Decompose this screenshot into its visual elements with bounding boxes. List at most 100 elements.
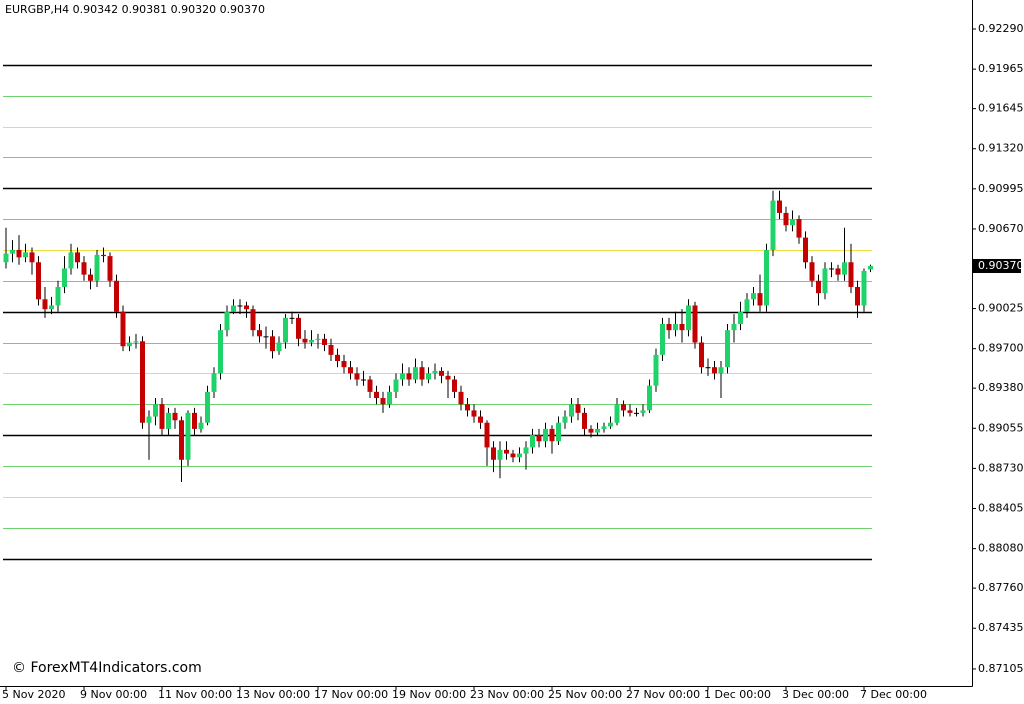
x-tick-label: 1 Dec 00:00 xyxy=(704,688,771,701)
candle-body xyxy=(673,323,678,331)
y-tick-label: 0.87435 xyxy=(978,621,1024,634)
current-price-label: 0.90370 xyxy=(978,259,1024,272)
current-price-box xyxy=(973,258,1021,273)
candle-body xyxy=(23,252,28,258)
candle-body xyxy=(614,404,620,423)
candle-body xyxy=(517,453,522,458)
candle-body xyxy=(634,412,639,414)
candle-body xyxy=(29,252,35,263)
candle-body xyxy=(341,361,347,368)
candle-body xyxy=(406,373,412,380)
candle-body xyxy=(608,422,613,427)
candle-body xyxy=(3,253,9,263)
candle-body xyxy=(543,428,548,442)
candle-body xyxy=(595,428,600,433)
candle-body xyxy=(276,342,282,352)
candle-body xyxy=(348,367,353,374)
x-tick-label: 25 Nov 00:00 xyxy=(548,688,622,701)
y-tick-label: 0.87105 xyxy=(978,662,1024,675)
x-tick-label: 5 Nov 2020 xyxy=(2,688,65,701)
candle-body xyxy=(861,270,867,306)
y-tick-label: 0.89055 xyxy=(978,421,1024,434)
candle-body xyxy=(653,354,659,386)
candle-body xyxy=(75,252,80,263)
x-tick-label: 13 Nov 00:00 xyxy=(236,688,310,701)
candle-body xyxy=(153,404,158,417)
candle-body xyxy=(400,373,405,380)
y-tick-label: 0.88080 xyxy=(978,542,1024,555)
candle-body xyxy=(107,256,113,281)
candle-body xyxy=(419,367,425,380)
y-tick-label: 0.89700 xyxy=(978,342,1024,355)
candle-body xyxy=(49,305,54,310)
candle-body xyxy=(790,219,795,226)
y-tick-label: 0.87760 xyxy=(978,581,1024,594)
y-tick-label: 0.91320 xyxy=(978,142,1024,155)
candle-body xyxy=(744,299,750,312)
candle-body xyxy=(809,262,815,281)
candle-body xyxy=(380,398,386,405)
candle-body xyxy=(783,212,789,226)
candle-body xyxy=(692,305,698,343)
candle-body xyxy=(133,341,139,343)
candle-body xyxy=(738,311,743,324)
candle-body xyxy=(426,373,431,380)
candle-body xyxy=(374,391,379,399)
candle-body xyxy=(569,404,574,417)
candle-body xyxy=(114,280,119,312)
candle-body xyxy=(829,268,834,270)
candle-body xyxy=(309,340,314,343)
candle-body xyxy=(764,249,769,306)
candle-body xyxy=(120,311,126,347)
candle-body xyxy=(471,410,477,417)
candle-body xyxy=(530,435,535,448)
candle-body xyxy=(146,416,152,423)
candle-body xyxy=(387,391,392,405)
candle-body xyxy=(68,252,74,269)
x-tick-label: 9 Nov 00:00 xyxy=(80,688,147,701)
candle-body xyxy=(354,373,360,380)
candle-body xyxy=(647,385,652,411)
candle-body xyxy=(562,416,568,423)
candle-body xyxy=(842,262,847,275)
candle-body xyxy=(497,449,503,460)
candle-body xyxy=(504,449,509,454)
y-tick-label: 0.90025 xyxy=(978,302,1024,315)
candle-body xyxy=(751,293,756,300)
x-tick-label: 3 Dec 00:00 xyxy=(782,688,849,701)
candle-body xyxy=(445,375,451,380)
candle-body xyxy=(660,323,665,355)
candle-body xyxy=(393,379,399,392)
candle-body xyxy=(575,404,581,413)
candle-body xyxy=(36,262,41,300)
candle-body xyxy=(218,330,223,374)
candle-body xyxy=(686,305,691,331)
candle-body xyxy=(432,370,438,374)
x-tick-label: 11 Nov 00:00 xyxy=(158,688,232,701)
candle-body xyxy=(335,354,340,362)
y-tick-label: 0.88405 xyxy=(978,502,1024,515)
candle-body xyxy=(322,338,327,345)
candle-body xyxy=(55,286,61,306)
candle-body xyxy=(81,262,87,275)
candle-body xyxy=(757,293,763,306)
candle-body xyxy=(705,367,711,369)
chart-title: EURGBP,H4 0.90342 0.90381 0.90320 0.9037… xyxy=(5,3,265,16)
candle-body xyxy=(796,219,802,238)
candle-body xyxy=(465,404,470,411)
candle-body xyxy=(315,338,321,341)
candle-body xyxy=(718,367,724,374)
candle-body xyxy=(127,342,132,347)
x-tick-label: 7 Dec 00:00 xyxy=(860,688,927,701)
candle-body xyxy=(491,447,496,460)
candle-body xyxy=(166,412,171,429)
candle-body xyxy=(296,317,301,339)
candle-body xyxy=(257,330,262,337)
candle-body xyxy=(224,311,230,331)
candle-body xyxy=(244,305,249,310)
candle-body xyxy=(666,323,672,331)
candle-body xyxy=(868,265,873,270)
